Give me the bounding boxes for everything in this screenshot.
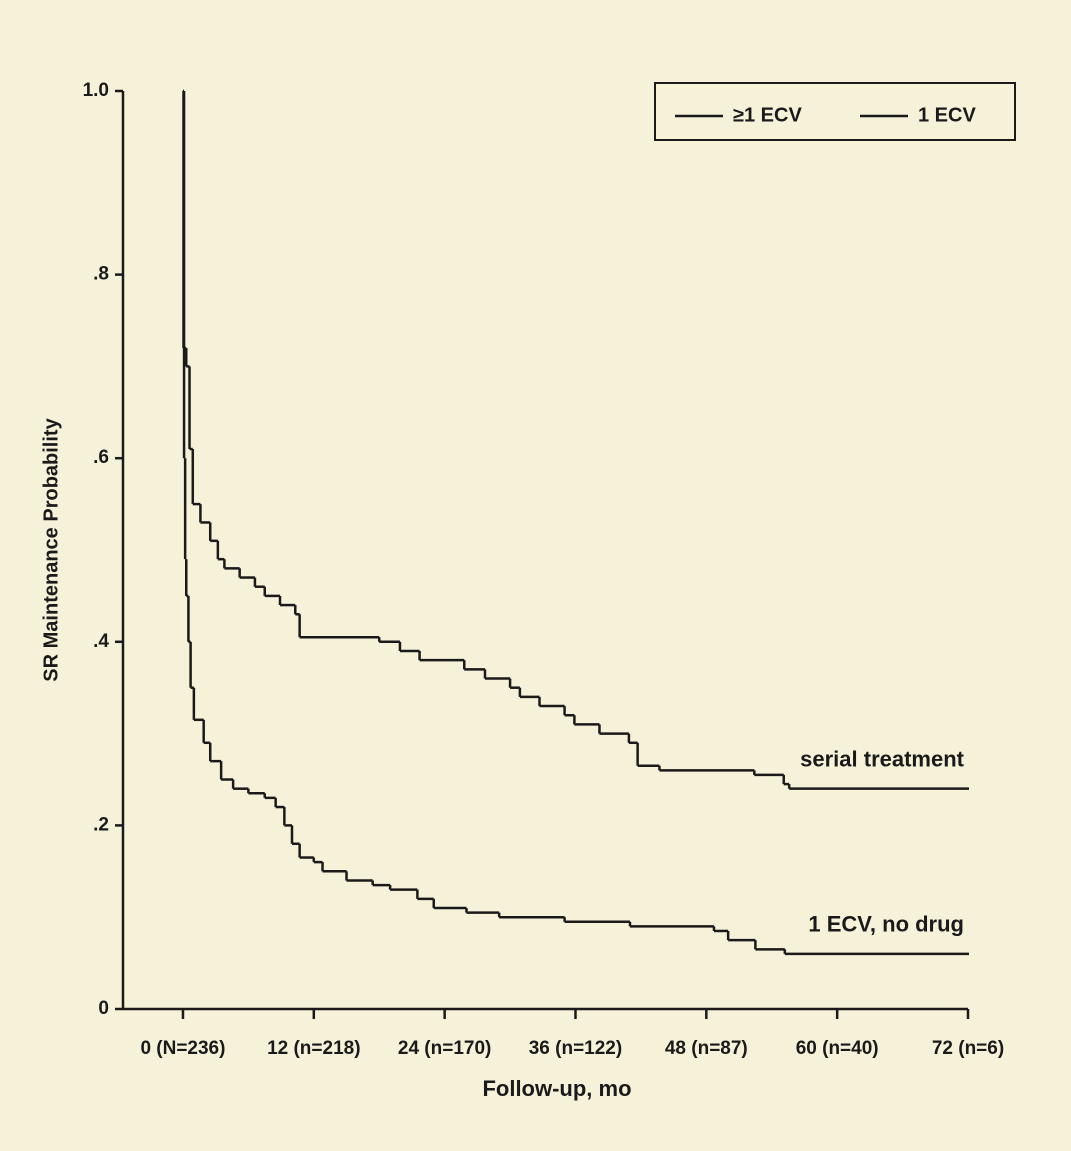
y-tick-label: .2: [93, 814, 109, 835]
x-tick-label: 72 (n=6): [932, 1038, 1004, 1059]
x-tick-label: 36 (n=122): [529, 1038, 622, 1059]
x-tick-label: 60 (n=40): [796, 1038, 879, 1059]
curve-annotation: serial treatment: [800, 746, 965, 771]
y-tick-label: 0: [98, 998, 109, 1019]
y-tick-label: .4: [93, 631, 109, 652]
y-tick-label: 1.0: [83, 80, 109, 101]
x-tick-label: 12 (n=218): [267, 1038, 360, 1059]
x-axis-label: Follow-up, mo: [482, 1076, 631, 1101]
y-tick-label: .6: [93, 447, 109, 468]
legend-label: 1 ECV: [918, 104, 976, 126]
x-tick-label: 0 (N=236): [140, 1038, 225, 1059]
x-tick-label: 48 (n=87): [665, 1038, 748, 1059]
curve-annotation: 1 ECV, no drug: [808, 912, 964, 937]
legend-box: [654, 82, 1016, 141]
x-tick-label: 24 (n=170): [398, 1038, 491, 1059]
y-axis-label: SR Maintenance Probability: [40, 417, 62, 681]
y-tick-label: .8: [93, 264, 109, 285]
legend-label: ≥1 ECV: [733, 104, 802, 126]
